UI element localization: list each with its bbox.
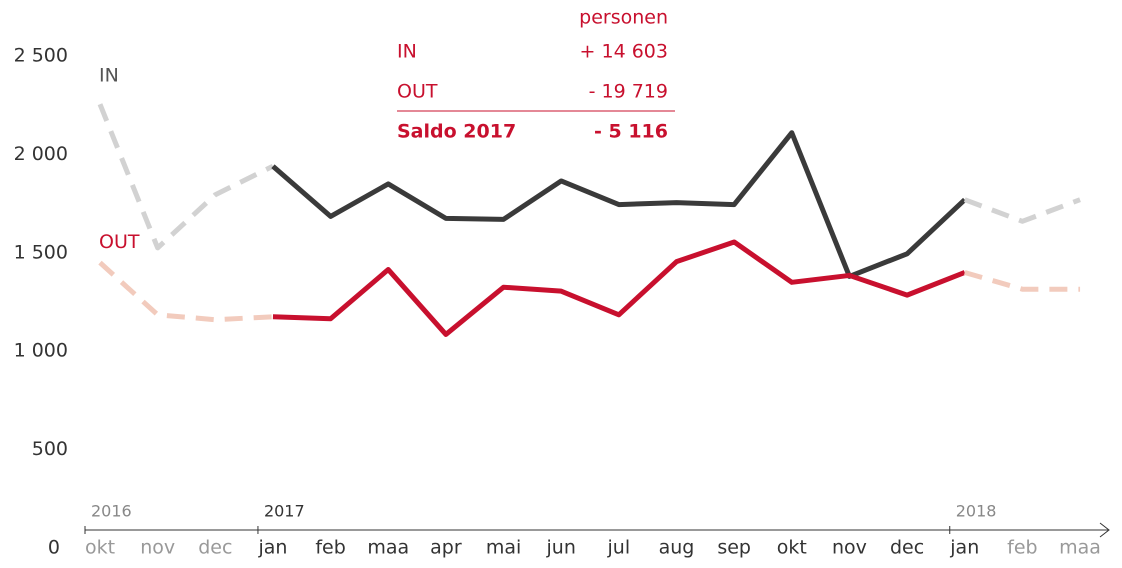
x-tick-label: jan [949, 537, 979, 559]
x-tick-label: dec [890, 537, 924, 559]
series-label: OUT [99, 231, 140, 253]
summary-label: OUT [397, 81, 438, 103]
series-line-faded [963, 197, 1081, 224]
x-tick-label: jan [257, 537, 287, 559]
summary-value: - 5 116 [594, 121, 668, 143]
x-tick-label: dec [198, 537, 232, 559]
y-tick-label: 2 000 [14, 143, 68, 165]
year-label: 2017 [264, 502, 305, 521]
summary-label: Saldo 2017 [397, 121, 516, 143]
x-tick-label: feb [1007, 537, 1037, 559]
series-line-faded [97, 103, 275, 251]
series-line-faded [98, 260, 274, 323]
summary-value: - 19 719 [589, 81, 668, 103]
series-line [271, 130, 967, 279]
y-tick-label: 2 500 [14, 45, 68, 67]
series-line-faded [964, 270, 1081, 292]
x-tick-label: aug [659, 537, 695, 559]
series-label: IN [99, 65, 119, 87]
x-tick-label: jul [607, 537, 631, 559]
summary-label: IN [397, 41, 417, 63]
x-tick-label: sep [717, 537, 751, 559]
summary-header: personen [579, 7, 668, 29]
year-label: 2016 [91, 502, 132, 521]
y-tick-label: 500 [32, 438, 68, 460]
x-tick-label: maa [1059, 537, 1101, 559]
summary-value: + 14 603 [580, 41, 668, 63]
x-tick-label: nov [140, 537, 175, 559]
x-tick-label: okt [777, 537, 807, 559]
x-axis-arrow [1099, 522, 1110, 538]
x-tick-label: nov [832, 537, 867, 559]
year-label: 2018 [956, 502, 997, 521]
series-line [272, 239, 966, 337]
x-tick-label: okt [85, 537, 115, 559]
x-tick-label: apr [430, 537, 462, 559]
x-tick-label: feb [315, 537, 345, 559]
x-tick-label: jun [546, 537, 576, 559]
y-tick-label: 0 [48, 537, 60, 559]
x-tick-label: maa [367, 537, 409, 559]
y-tick-label: 1 500 [14, 241, 68, 263]
x-tick-label: mai [486, 537, 521, 559]
y-tick-label: 1 000 [14, 340, 68, 362]
